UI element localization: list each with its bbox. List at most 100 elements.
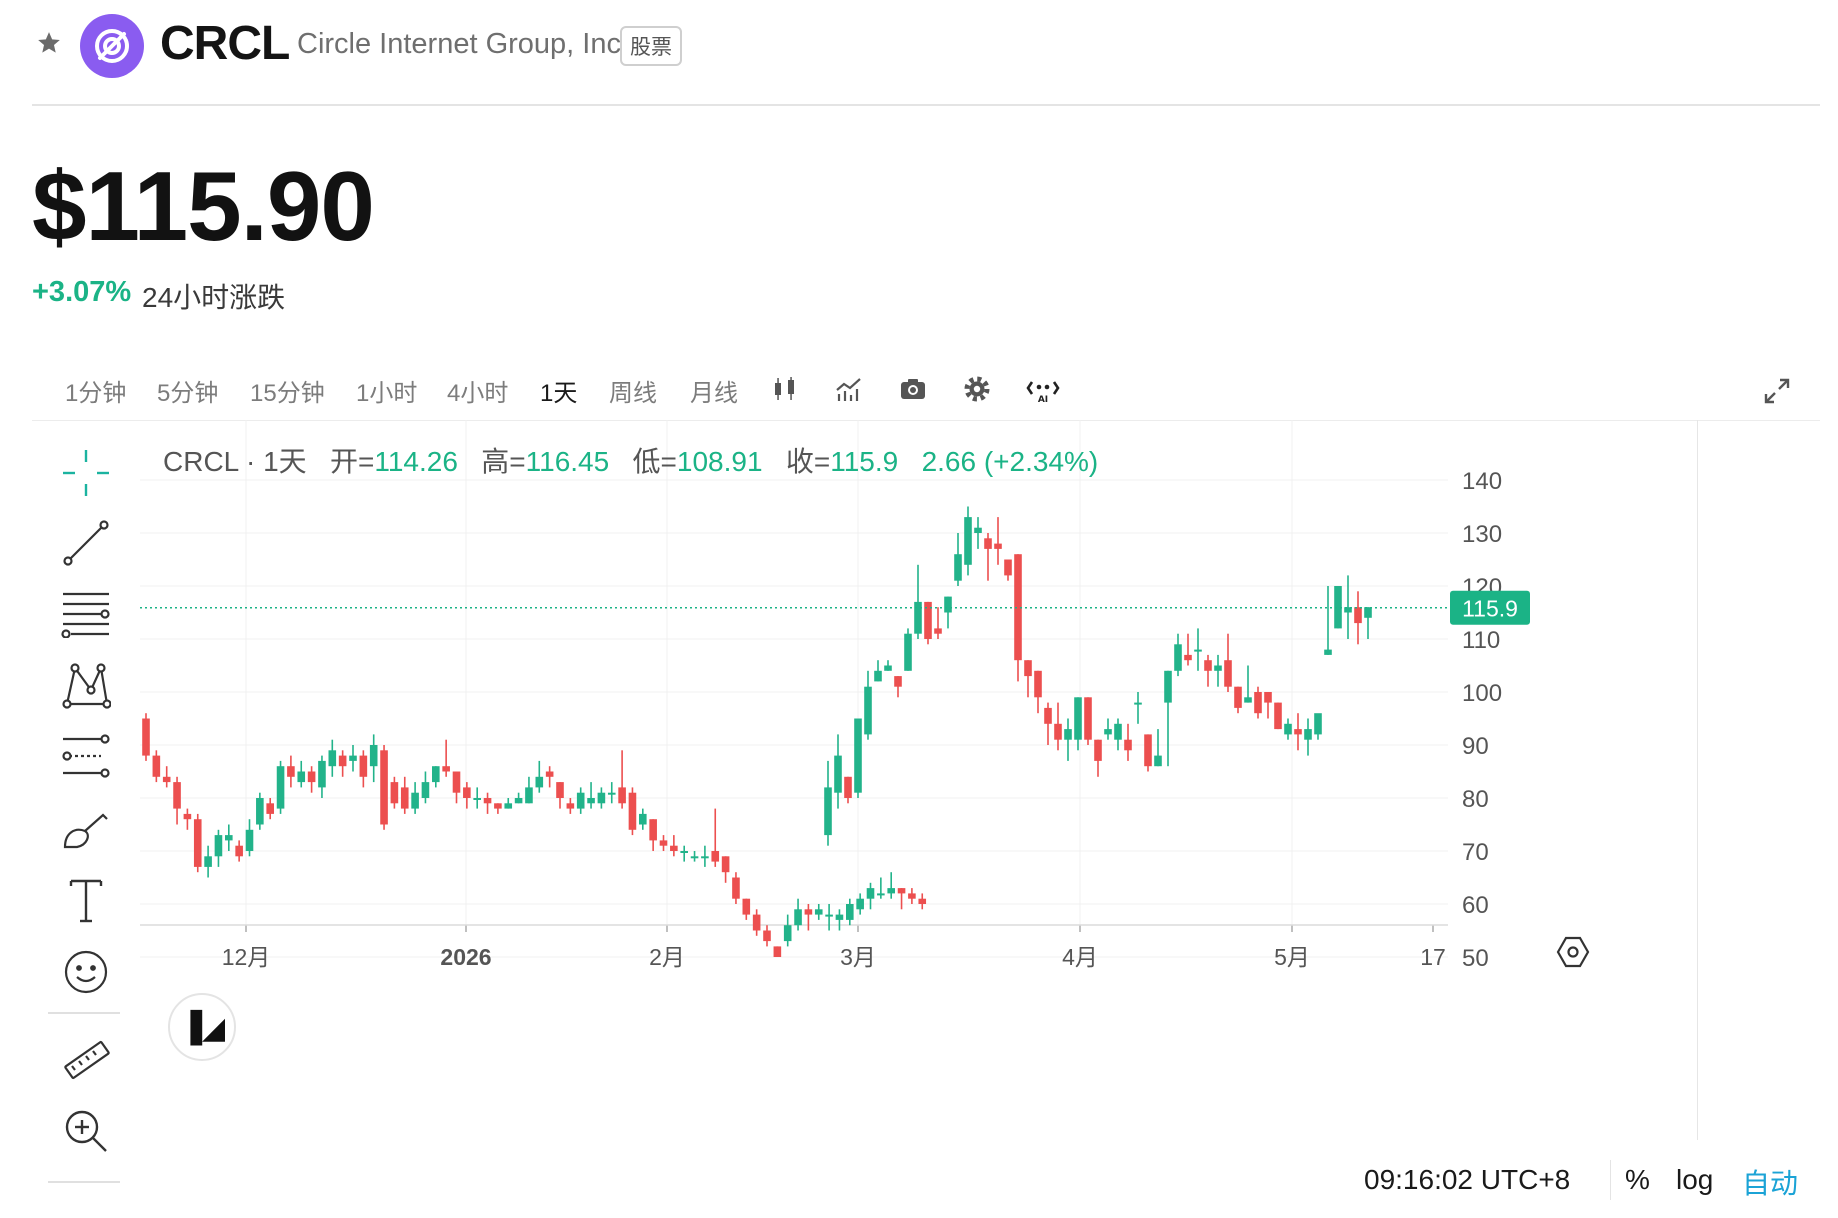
indicators-icon[interactable] xyxy=(834,374,864,404)
candle xyxy=(904,628,912,671)
candle xyxy=(618,750,626,809)
timeframe-5m[interactable]: 5分钟 xyxy=(157,380,219,407)
legend-close: 115.9 xyxy=(830,446,899,477)
candle-body xyxy=(1324,649,1332,655)
favorite-star-icon[interactable] xyxy=(36,30,62,56)
timeframe-1h[interactable]: 1小时 xyxy=(356,380,418,407)
legend-symbol: CRCL · 1天 xyxy=(163,446,307,477)
candle xyxy=(1124,723,1132,761)
pattern-icon[interactable] xyxy=(58,657,114,713)
fullscreen-icon[interactable] xyxy=(1763,377,1793,407)
candle xyxy=(307,766,316,793)
candle xyxy=(587,782,595,809)
auto-scale-toggle[interactable]: 自动 xyxy=(1742,1168,1799,1199)
candle xyxy=(204,845,212,878)
candle-body xyxy=(954,554,962,581)
x-tick-label: 5月 xyxy=(1274,944,1310,970)
candle xyxy=(452,771,461,804)
candle xyxy=(649,819,657,851)
camera-icon[interactable] xyxy=(898,374,928,404)
fib-retracement-icon[interactable] xyxy=(58,585,114,641)
text-icon[interactable] xyxy=(58,872,114,928)
legend-close-label: 收= xyxy=(785,446,831,477)
candle-body xyxy=(432,766,440,783)
candle-body xyxy=(421,782,430,798)
footer-divider xyxy=(1610,1160,1611,1200)
candle-body xyxy=(924,601,932,639)
y-tick-label: 130 xyxy=(1462,521,1502,548)
legend-high: 116.45 xyxy=(525,446,610,477)
settings-icon[interactable] xyxy=(962,374,992,404)
timeframe-1d[interactable]: 1天 xyxy=(540,380,578,407)
timeframe-15m[interactable]: 15分钟 xyxy=(250,380,325,407)
candle xyxy=(214,829,223,867)
candle-body xyxy=(984,538,992,549)
candle xyxy=(276,760,285,814)
candle-body xyxy=(142,718,150,756)
candlestick-type-icon[interactable] xyxy=(770,374,800,404)
candle xyxy=(721,856,730,883)
candle-body xyxy=(1364,607,1372,618)
candle xyxy=(866,882,875,910)
ruler-icon[interactable] xyxy=(58,1033,114,1089)
candle-body xyxy=(1354,607,1362,624)
candle xyxy=(1034,670,1042,714)
svg-text:AI: AI xyxy=(1038,395,1048,404)
log-scale-toggle[interactable]: log xyxy=(1676,1164,1714,1195)
candle-body xyxy=(1114,723,1122,740)
candle xyxy=(1144,734,1152,772)
candle-body xyxy=(452,771,461,793)
candle xyxy=(556,782,564,809)
clock-timestamp: 09:16:02 UTC+8 xyxy=(1364,1164,1571,1195)
candle-body xyxy=(846,904,854,920)
crosshair-icon[interactable] xyxy=(58,445,114,501)
candle-body xyxy=(535,776,544,788)
prediction-icon[interactable] xyxy=(58,729,114,785)
brush-icon[interactable] xyxy=(58,800,114,856)
candle xyxy=(525,776,533,804)
candle xyxy=(1224,633,1232,692)
timeframe-week[interactable]: 周线 xyxy=(609,380,657,407)
ai-icon[interactable]: AI xyxy=(1026,374,1060,405)
candle-body xyxy=(411,792,419,809)
candle-body xyxy=(904,633,912,671)
candle xyxy=(1354,591,1362,645)
timeframe-4h[interactable]: 4小时 xyxy=(447,380,509,407)
y-tick-label: 110 xyxy=(1462,627,1500,654)
candle xyxy=(752,909,761,936)
candle xyxy=(1174,633,1182,677)
candle xyxy=(690,851,699,862)
candle xyxy=(1324,586,1332,655)
timeframe-1m[interactable]: 1分钟 xyxy=(65,380,127,407)
candle-body xyxy=(804,909,813,915)
emoji-icon[interactable] xyxy=(58,944,114,1000)
trendline-icon[interactable] xyxy=(58,515,114,571)
candle-body xyxy=(974,527,982,533)
zoom-in-icon[interactable] xyxy=(58,1103,114,1159)
candle xyxy=(545,766,554,788)
candle xyxy=(994,517,1002,565)
timeframe-month[interactable]: 月线 xyxy=(690,380,738,407)
axis-settings-icon[interactable] xyxy=(1556,936,1590,968)
candle-body xyxy=(1074,697,1082,740)
candle xyxy=(1164,670,1172,767)
candle xyxy=(1314,713,1322,740)
percent-scale-toggle[interactable]: % xyxy=(1625,1164,1650,1195)
candle-body xyxy=(576,792,585,809)
candle xyxy=(1284,718,1292,740)
price-change-percent: +3.07% xyxy=(32,276,132,308)
candle xyxy=(846,898,854,926)
candle-body xyxy=(934,628,942,634)
candle-body xyxy=(639,813,647,825)
candle xyxy=(1014,554,1022,682)
candle xyxy=(711,808,720,867)
candle xyxy=(607,782,616,804)
candle-body xyxy=(318,760,326,788)
candle-body xyxy=(514,798,523,804)
header-divider xyxy=(32,104,1820,106)
candle xyxy=(162,766,171,788)
candle-body xyxy=(545,771,554,777)
candle xyxy=(628,787,637,836)
candle xyxy=(908,888,916,904)
